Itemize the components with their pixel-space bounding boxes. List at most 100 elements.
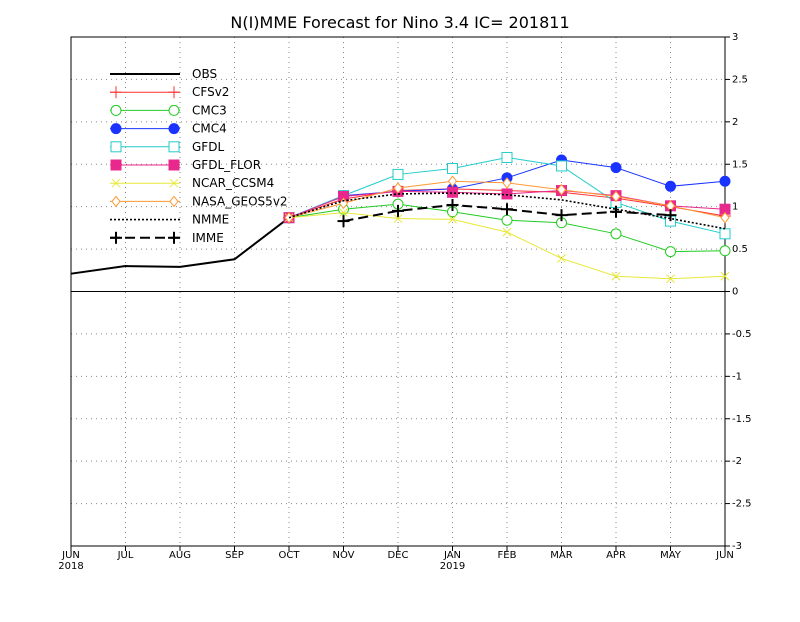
x-tick-label: OCT bbox=[279, 550, 301, 561]
x-year-label: 2019 bbox=[440, 561, 465, 572]
x-tick-label: AUG bbox=[169, 550, 191, 561]
data-point bbox=[501, 151, 513, 163]
data-point bbox=[557, 254, 566, 263]
data-point bbox=[110, 159, 122, 171]
data-point bbox=[110, 104, 122, 116]
legend-label: NMME bbox=[192, 213, 229, 227]
series-layer bbox=[70, 151, 731, 284]
x-tick-label: APR bbox=[606, 550, 626, 561]
data-point bbox=[338, 197, 349, 210]
data-point bbox=[393, 182, 403, 194]
legend-label: GFDL bbox=[192, 140, 224, 154]
data-point bbox=[665, 246, 676, 258]
x-tick-label: DEC bbox=[387, 550, 408, 561]
legend: OBS CFSv2 CMC3 CMC4 GFDL GFDL_FLOR NCAR_CCSM4 N… bbox=[110, 67, 288, 245]
data-point bbox=[111, 178, 121, 188]
data-point bbox=[502, 227, 512, 237]
series-line bbox=[288, 192, 726, 230]
x-tick-label: JUN bbox=[61, 550, 80, 561]
data-point bbox=[719, 175, 731, 187]
x-tick-label: FEB bbox=[498, 550, 517, 561]
legend-label: CFSv2 bbox=[192, 85, 229, 99]
data-point bbox=[447, 162, 458, 174]
x-year-label: 2018 bbox=[58, 561, 83, 572]
data-point bbox=[447, 186, 458, 198]
data-point bbox=[502, 177, 512, 189]
legend-entry: NMME bbox=[110, 213, 229, 227]
legend-entry: GFDL_FLOR bbox=[110, 158, 261, 172]
data-point bbox=[610, 228, 622, 240]
y-tick-label: -0.5 bbox=[732, 329, 752, 340]
legend-entry: CFSv2 bbox=[110, 85, 229, 99]
y-tick-label: 1.5 bbox=[732, 159, 748, 170]
legend-entry: NASA_GEOS5v2 bbox=[110, 194, 288, 208]
y-tick-label: 2 bbox=[732, 117, 738, 128]
data-point bbox=[110, 123, 122, 135]
y-tick-label: 3 bbox=[732, 32, 738, 43]
data-point bbox=[448, 215, 457, 224]
data-point bbox=[501, 214, 513, 226]
legend-entry: CMC4 bbox=[110, 122, 227, 136]
legend-entry: NCAR_CCSM4 bbox=[110, 176, 274, 190]
series-nmme bbox=[288, 192, 726, 230]
data-point bbox=[168, 123, 180, 135]
data-point bbox=[611, 271, 621, 281]
data-point bbox=[556, 183, 567, 196]
legend-label: OBS bbox=[192, 67, 217, 81]
x-tick-label: SEP bbox=[225, 550, 244, 561]
data-point bbox=[111, 195, 121, 208]
data-point bbox=[168, 159, 180, 171]
x-tick-label: NOV bbox=[332, 550, 354, 561]
y-tick-label: -1 bbox=[732, 371, 742, 382]
series-ncar-ccsm4 bbox=[284, 208, 730, 284]
data-point bbox=[610, 162, 622, 174]
series-nasa-geos5v2 bbox=[284, 175, 730, 224]
y-tick-label: -3 bbox=[732, 541, 742, 552]
data-point bbox=[110, 141, 122, 153]
legend-entry: OBS bbox=[110, 67, 217, 81]
series-obs bbox=[70, 216, 290, 275]
legend-label: GFDL_FLOR bbox=[192, 158, 261, 172]
data-point bbox=[665, 180, 676, 192]
data-point bbox=[169, 178, 179, 188]
legend-entry: CMC3 bbox=[110, 103, 227, 117]
legend-label: NASA_GEOS5v2 bbox=[192, 194, 288, 208]
x-tick-label: JUL bbox=[117, 550, 134, 561]
legend-label: CMC3 bbox=[192, 103, 227, 117]
data-point bbox=[168, 104, 180, 116]
data-point bbox=[447, 175, 458, 188]
x-tick-label: JAN bbox=[443, 550, 461, 561]
data-point bbox=[169, 195, 179, 208]
x-tick-label: JUN bbox=[715, 550, 734, 561]
series-line bbox=[70, 216, 290, 275]
chart-title: N(I)MME Forecast for Nino 3.4 IC= 201811 bbox=[230, 13, 569, 32]
y-tick-label: 1 bbox=[732, 202, 738, 213]
data-point bbox=[719, 228, 731, 240]
series-imme bbox=[337, 198, 677, 228]
legend-label: CMC4 bbox=[192, 122, 227, 136]
x-tick-label: MAR bbox=[550, 550, 572, 561]
data-point bbox=[339, 208, 348, 217]
legend-label: NCAR_CCSM4 bbox=[192, 176, 274, 190]
data-point bbox=[393, 214, 403, 223]
series-cmc3 bbox=[283, 198, 731, 258]
data-point bbox=[556, 160, 567, 172]
y-tick-label: -1.5 bbox=[732, 414, 752, 425]
y-tick-label: -2 bbox=[732, 456, 742, 467]
data-point bbox=[666, 274, 675, 284]
legend-entry: GFDL bbox=[110, 140, 224, 154]
data-point bbox=[611, 190, 621, 203]
data-point bbox=[719, 245, 731, 257]
data-point bbox=[392, 168, 404, 180]
legend-label: IMME bbox=[192, 231, 224, 245]
data-point bbox=[720, 271, 730, 281]
y-tick-label: 0.5 bbox=[732, 244, 748, 255]
y-tick-label: 2.5 bbox=[732, 74, 748, 85]
legend-entry: IMME bbox=[110, 231, 224, 245]
data-point bbox=[720, 211, 730, 224]
y-tick-label: -2.5 bbox=[732, 499, 752, 510]
data-point bbox=[168, 141, 180, 153]
